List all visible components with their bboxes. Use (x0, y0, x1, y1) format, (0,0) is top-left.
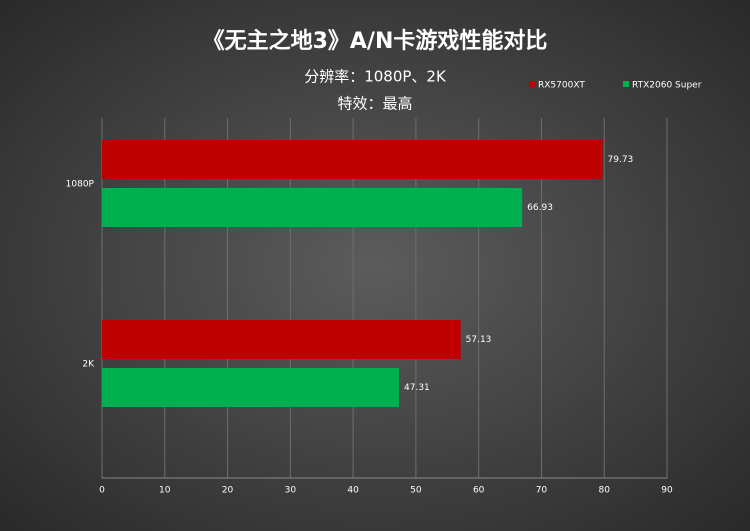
bar (102, 140, 603, 179)
y-tick-label: 2K (82, 360, 95, 370)
value-label: 47.31 (404, 383, 430, 393)
y-tick-label: 1080P (66, 180, 95, 190)
value-label: 66.93 (527, 203, 553, 213)
x-tick-label: 50 (410, 486, 422, 496)
bar (102, 320, 461, 359)
value-label: 57.13 (466, 335, 492, 345)
x-tick-label: 40 (347, 486, 359, 496)
bar (102, 188, 523, 227)
x-tick-label: 80 (598, 486, 610, 496)
subtitle: 分辨率：1080P、2K (304, 68, 447, 86)
x-tick-label: 30 (285, 486, 297, 496)
x-tick-label: 0 (99, 486, 105, 496)
x-tick-label: 10 (159, 486, 171, 496)
x-tick-label: 90 (661, 486, 673, 496)
value-label: 79.73 (608, 155, 634, 165)
legend-swatch (529, 81, 535, 87)
legend-label: RX5700XT (538, 81, 585, 91)
legend-swatch (623, 81, 629, 87)
x-tick-label: 60 (473, 486, 485, 496)
chart-title: 《无主之地3》A/N卡游戏性能对比 (203, 28, 548, 54)
legend-label: RTX2060 Super (632, 81, 702, 91)
x-tick-label: 20 (222, 486, 234, 496)
x-tick-label: 70 (536, 486, 548, 496)
subtitle: 特效：最高 (337, 95, 412, 113)
bar (102, 368, 400, 407)
